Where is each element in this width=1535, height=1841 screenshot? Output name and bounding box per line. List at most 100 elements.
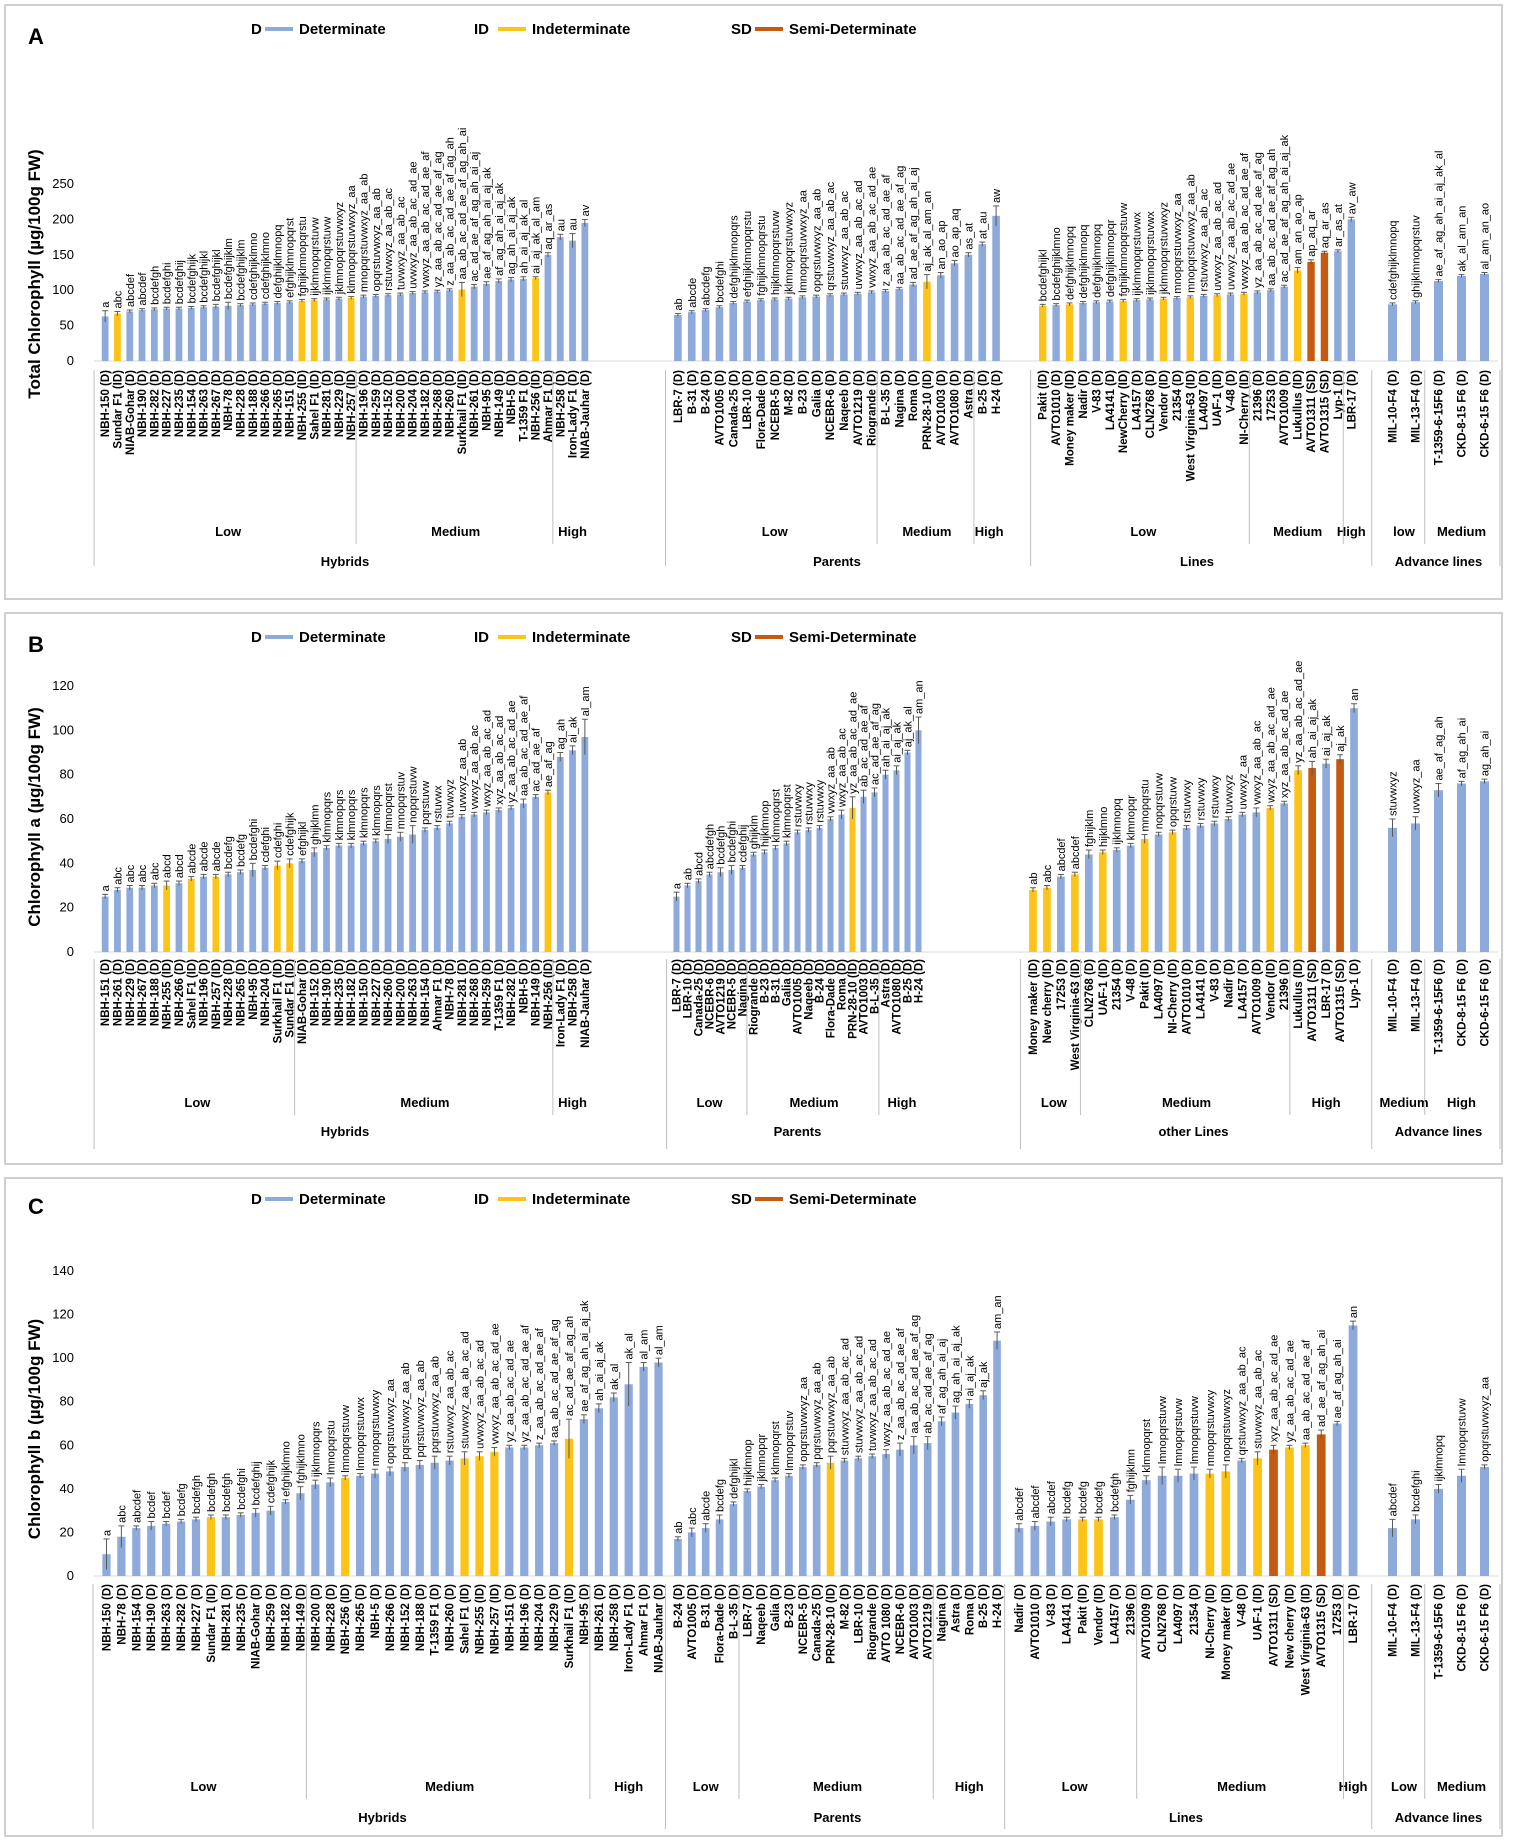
significance-letters: cdefghijk: [266, 1459, 278, 1503]
category-label: Lyp-1 (D): [1333, 370, 1345, 420]
significance-letters: mnopqrstuvwxy: [1205, 1389, 1217, 1466]
category-label: NIAB-Jauhar (D): [580, 370, 592, 459]
bar: [1110, 1517, 1119, 1576]
bar: [400, 1467, 409, 1576]
category-label: NBH-263 (D): [408, 959, 420, 1026]
bar: [535, 1445, 544, 1576]
significance-letters: bcdefghijkl: [199, 251, 211, 303]
significance-letters: ai_aj_ak: [964, 1355, 976, 1396]
category-label: NBH-229 (D): [125, 959, 137, 1026]
significance-letters: xyz_aa_ab_ac_ad_ae: [1279, 691, 1291, 799]
category-label: AVTO1219 (D): [716, 959, 728, 1035]
significance-letters: stuvwxyz_aa_ab_ac: [1253, 1349, 1265, 1449]
bar: [296, 1493, 305, 1576]
bar: [609, 1397, 618, 1576]
category-label: NBH-255 (ID): [162, 959, 174, 1029]
bar: [221, 1517, 230, 1576]
category-label: Vendor (ID): [1265, 959, 1277, 1021]
significance-letters: vwxyz_aa_ab: [826, 747, 838, 814]
subgroup-label: Medium: [813, 1779, 862, 1794]
category-label: NBH-150 (D): [358, 959, 370, 1026]
significance-letters: abcdef: [137, 272, 149, 306]
significance-letters: tuvwxyz_aa_ab_ac_ad: [867, 1339, 879, 1451]
significance-letters: stuvwxyz_aa_ab_ac_ad: [460, 1331, 472, 1448]
significance-letters: bcdefgh: [716, 826, 728, 865]
category-label: NBH-196 (D): [358, 370, 370, 437]
group-label: Parents: [774, 1124, 822, 1139]
category-label: T-1359 F1 (D): [494, 959, 506, 1031]
bar: [249, 869, 257, 952]
category-label: NBH-78 (D): [445, 959, 457, 1020]
category-label: 21354 (D): [1112, 959, 1124, 1010]
significance-letters: abcdef: [131, 1489, 143, 1523]
category-label: NBH-256 (ID): [543, 959, 555, 1029]
significance-letters: vwxyz_aa_ab_ac: [469, 724, 481, 809]
category-label: 21396 (D): [1279, 959, 1291, 1010]
category-label: CLN2768 (D): [1157, 1584, 1169, 1653]
category-label: Galia (D): [770, 1584, 782, 1631]
category-label: LBR-10 (D): [853, 1584, 865, 1644]
y-tick-label: 0: [67, 353, 74, 368]
bar: [1071, 874, 1079, 952]
category-label: NBH-229 (D): [549, 1584, 561, 1651]
bar: [421, 292, 429, 361]
bar: [761, 852, 768, 952]
significance-letters: ai_aj_ak_al_am: [531, 197, 543, 274]
category-label: NBH-228 (D): [235, 370, 247, 437]
category-label: LBR-10 (D): [742, 370, 754, 430]
y-tick-label: 80: [60, 1394, 74, 1409]
significance-letters: cdefghi: [272, 823, 284, 858]
bar: [1043, 887, 1051, 952]
bar: [1210, 823, 1219, 952]
significance-letters: af_ag_ah_ai_aj_ak: [494, 182, 506, 275]
bar: [706, 874, 713, 952]
category-label: LA4141 (D): [1195, 959, 1207, 1019]
bar: [701, 1528, 710, 1576]
significance-letters: abc: [125, 864, 137, 882]
category-label: NBH-151 (D): [285, 370, 297, 437]
significance-letters: klmnopqr: [1126, 795, 1138, 841]
significance-letters: z_aa_ab_ac_ad_ae_af: [534, 1327, 546, 1440]
significance-letters: ac_ad_ae_af: [531, 727, 543, 792]
category-label: NBH-258 (D): [568, 959, 580, 1026]
significance-letters: klmnopqrs: [346, 789, 358, 840]
category-label: AVTO1315 (SD): [1335, 959, 1347, 1042]
significance-letters: bcdefghi: [1411, 1470, 1423, 1512]
category-label: Sundar F1 (ID): [285, 959, 297, 1038]
significance-letters: hijklmnop: [742, 1439, 754, 1485]
y-tick-label: 100: [52, 1350, 74, 1365]
significance-letters: pqrstuvwxyz_aa_ab: [826, 1356, 838, 1453]
significance-letters: z_aa_ab_ac_ad_ae_af_ag_ah: [445, 137, 457, 286]
category-label: T-1359-6-15F6 (D): [1434, 959, 1446, 1054]
bar: [495, 810, 503, 952]
category-label: NBH-149 (D): [531, 959, 543, 1026]
bar: [1316, 1434, 1326, 1576]
category-label: NBH-182 (D): [346, 959, 358, 1026]
bar: [798, 1467, 807, 1576]
category-label: Canada-25 (D): [694, 959, 706, 1036]
category-label: NBH-257 (ID): [489, 1584, 501, 1654]
subgroup-label: High: [888, 1095, 917, 1110]
bar: [1159, 298, 1168, 361]
bar: [964, 254, 973, 361]
category-label: Pakit (ID): [1078, 1584, 1090, 1634]
bar: [1285, 1447, 1294, 1576]
significance-letters: ae_af_ag_ah: [1434, 716, 1446, 780]
subgroup-label: High: [558, 524, 587, 539]
significance-letters: jklmnopqrstuvwxyz: [784, 202, 796, 295]
legend-item: SD Semi-Determinate: [731, 21, 917, 38]
bar: [138, 887, 146, 952]
bar: [236, 1515, 245, 1576]
category-label: T-1359 F1 (D): [430, 1584, 442, 1656]
bar: [674, 314, 682, 361]
category-label: PRN-28-10 (ID): [826, 1584, 838, 1664]
significance-letters: bcdefg: [235, 834, 247, 867]
bar: [1307, 261, 1315, 361]
bar: [1094, 1519, 1103, 1576]
significance-letters: cdefghijklmno: [260, 232, 272, 299]
significance-letters: uvwxyz_aa_ab_ac_ad_ae: [408, 161, 420, 288]
significance-letters: ar_as_at: [1333, 204, 1345, 247]
bar: [1280, 803, 1289, 952]
category-label: West Virginia-63 (ID): [1185, 370, 1197, 482]
significance-letters: nopqrstuvw: [408, 766, 420, 822]
